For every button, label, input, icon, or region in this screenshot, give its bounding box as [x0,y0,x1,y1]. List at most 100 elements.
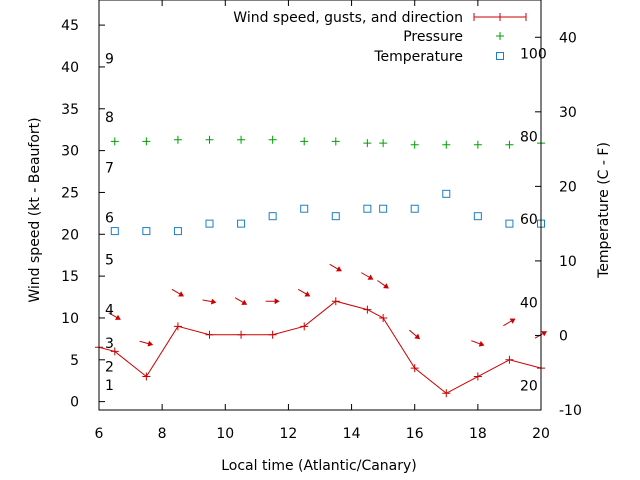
y-tick-label-left: 45 [61,18,79,34]
wind-speed-point [442,389,451,398]
wind-arrow-head [414,333,421,340]
wind-direction-arrow [171,288,184,297]
y-tick-label-right: 10 [559,254,577,270]
wind-direction-arrow [329,263,342,272]
wind-speed-point [473,372,482,381]
y-tick-label-left: 5 [70,353,79,369]
wind-speed-line [98,300,542,394]
wind-arrow-head [241,299,248,305]
pressure-point [268,135,277,144]
wind-arrow-head [304,291,311,297]
beaufort-label: 7 [105,160,114,176]
wind-direction-arrow [108,312,121,320]
x-axis-label: Local time (Atlantic/Canary) [221,458,417,474]
wind-speed-point [300,322,309,331]
y-axis-label-right: Temperature (C - F) [596,142,612,279]
y-tick-label-right: 0 [559,328,568,344]
temperature-point [363,204,372,213]
wind-direction-arrow [377,280,389,289]
wind-direction-arrow [503,318,516,327]
wind-arrow-head [509,318,516,324]
x-tick-label: 16 [406,426,424,442]
x-tick-label: 14 [343,426,361,442]
fahrenheit-label: 60 [520,212,538,228]
y-axis-label-left: Wind speed (kt - Beaufort) [27,117,43,302]
beaufort-label: 5 [105,252,114,268]
beaufort-label: 9 [105,52,114,68]
wind-direction-arrow [265,298,280,305]
pressure-point [505,140,514,149]
pressure-point [110,137,119,146]
x-tick-label: 20 [532,426,550,442]
legend-label-wind: Wind speed, gusts, and direction [233,10,463,26]
legend: Wind speed, gusts, and direction Pressur… [233,10,527,65]
x-tick-label: 8 [158,426,167,442]
wind-direction-arrow [297,288,311,297]
wind-arrow-head [115,314,121,320]
temperature-point [300,204,309,213]
wind-arrow-head [336,266,342,272]
legend-label-pressure: Pressure [403,29,463,45]
y-tick-label-left: 20 [61,227,79,243]
temperature-point [331,212,340,221]
x-tick-label: 6 [95,426,104,442]
x-tick-label: 10 [216,426,234,442]
wind-direction-arrow [234,297,248,305]
wind-arrow-head [147,340,154,347]
fahrenheit-label: 40 [520,296,538,312]
pressure-point [173,135,182,144]
wind-arrow-head [210,298,217,305]
pressure-point [237,135,246,144]
pressure-point [363,139,372,148]
legend-wind-marker [473,13,527,21]
legend-pressure-marker [496,32,504,40]
wind-arrow-head [178,291,184,297]
wind-arrow-head [274,298,280,305]
wind-speed-point [110,347,119,356]
beaufort-label: 2 [105,359,114,375]
wind-direction-arrow [471,340,485,347]
wind-speed-point [205,330,214,339]
wind-speed-point [505,355,514,364]
x-tick-label: 18 [469,426,487,442]
wind-direction-arrow [139,340,154,347]
wind-direction-arrow [409,329,421,340]
wind-arrow-head [367,274,374,280]
wind-direction-arrow [202,298,217,305]
y-tick-label-right: 20 [559,179,577,195]
fahrenheit-label: 100 [520,47,547,63]
wind-speed-point [379,313,388,322]
legend-temperature-marker [496,52,504,60]
temperature-point [142,227,151,236]
wind-arrow-head [541,331,548,337]
wind-speed-point [173,322,182,331]
temperature-point [237,219,246,228]
temperature-point [505,219,514,228]
pressure-point [442,140,451,149]
pressure-point [410,140,419,149]
pressure-point [473,140,482,149]
wind-speed-point [237,330,246,339]
temperature-point [473,212,482,221]
wind-speed-point [142,372,151,381]
pressure-point [379,139,388,148]
temperature-point [110,227,119,236]
beaufort-label: 3 [105,336,114,352]
beaufort-label: 4 [105,303,114,319]
plot-frame [98,0,542,411]
y-tick-label-right: 40 [559,30,577,46]
temperature-point [173,227,182,236]
pressure-point [142,137,151,146]
wind-speed-point [331,297,340,306]
beaufort-label: 6 [105,211,114,227]
temperature-point [379,204,388,213]
temperature-point [268,212,277,221]
wind-arrow-head [478,340,485,347]
y-tick-label-right: -10 [559,403,582,419]
fahrenheit-label: 80 [520,129,538,145]
beaufort-label: 8 [105,110,114,126]
wind-speed-point [363,305,372,314]
y-tick-label-left: 30 [61,144,79,160]
y-tick-label-left: 40 [61,60,79,76]
